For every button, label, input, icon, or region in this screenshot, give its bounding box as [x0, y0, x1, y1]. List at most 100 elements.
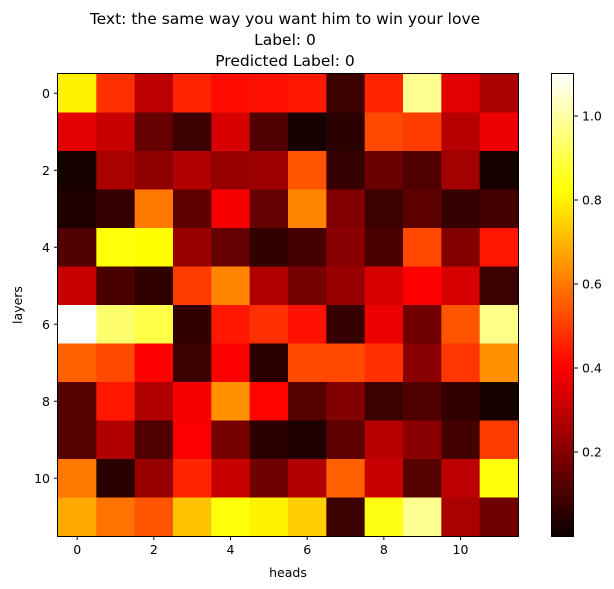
- heatmap-cell-r10-c1: [96, 459, 136, 498]
- heatmap-cell-r9-c10: [441, 420, 481, 460]
- heatmap-cell-r8-c6: [288, 382, 327, 421]
- heatmap-cell-r4-c10: [441, 228, 481, 267]
- heatmap-cell-r7-c6: [288, 343, 327, 383]
- heatmap-cell-r4-c11: [479, 228, 519, 267]
- heatmap-cell-r2-c2: [134, 151, 174, 190]
- heatmap-cell-r10-c6: [288, 459, 327, 498]
- heatmap-cell-r0-c2: [134, 74, 174, 113]
- heatmap-cell-r1-c11: [479, 112, 519, 152]
- heatmap-cell-r7-c3: [173, 343, 212, 383]
- heatmap-cell-r4-c3: [173, 228, 212, 267]
- heatmap-cell-r2-c8: [364, 151, 404, 190]
- x-tick-label-4: 4: [227, 542, 235, 557]
- heatmap-cell-r6-c6: [288, 305, 327, 344]
- heatmap-cell-r0-c9: [403, 74, 442, 113]
- heatmap-cell-r2-c11: [479, 151, 519, 190]
- heatmap-cell-r7-c2: [134, 343, 174, 383]
- heatmap-cell-r10-c7: [326, 459, 366, 498]
- heatmap-cell-r0-c4: [211, 74, 251, 113]
- heatmap-cell-r6-c8: [364, 305, 404, 344]
- heatmap-cell-r8-c11: [479, 382, 519, 421]
- heatmap-cell-r6-c2: [134, 305, 174, 344]
- heatmap-cell-r2-c10: [441, 151, 481, 190]
- heatmap-cell-r0-c10: [441, 74, 481, 113]
- heatmap-cell-r4-c0: [58, 228, 97, 267]
- heatmap-cell-r4-c8: [364, 228, 404, 267]
- heatmap-cell-r9-c3: [173, 420, 212, 460]
- heatmap-cell-r5-c3: [173, 266, 212, 306]
- heatmap-cell-r2-c3: [173, 151, 212, 190]
- heatmap-cell-r5-c0: [58, 266, 97, 306]
- heatmap-cell-r9-c11: [479, 420, 519, 460]
- heatmap-cell-r3-c1: [96, 189, 136, 229]
- heatmap-cell-r2-c9: [403, 151, 442, 190]
- heatmap-cell-r9-c5: [249, 420, 289, 460]
- heatmap-cell-r0-c6: [288, 74, 327, 113]
- heatmap-cell-r1-c6: [288, 112, 327, 152]
- heatmap-cell-r1-c8: [364, 112, 404, 152]
- heatmap-cell-r10-c2: [134, 459, 174, 498]
- heatmap-cell-r10-c0: [58, 459, 97, 498]
- heatmap-cell-r11-c3: [173, 497, 212, 537]
- heatmap-cell-r7-c8: [364, 343, 404, 383]
- y-axis-label: layers: [10, 286, 25, 324]
- heatmap-cell-r3-c7: [326, 189, 366, 229]
- heatmap-cell-r4-c7: [326, 228, 366, 267]
- heatmap-cell-r11-c4: [211, 497, 251, 537]
- heatmap-cell-r11-c8: [364, 497, 404, 537]
- heatmap-cell-r7-c7: [326, 343, 366, 383]
- heatmap-cell-r9-c0: [58, 420, 97, 460]
- y-axis-ticks: 0 2 4 6 8 10: [34, 86, 58, 486]
- heatmap-cell-r11-c6: [288, 497, 327, 537]
- heatmap-cell-r10-c8: [364, 459, 404, 498]
- heatmap-cell-r9-c4: [211, 420, 251, 460]
- chart-title-line-3: Predicted Label: 0: [215, 52, 355, 70]
- heatmap-cell-r11-c2: [134, 497, 174, 537]
- heatmap-cell-r8-c0: [58, 382, 97, 421]
- heatmap-cell-r8-c1: [96, 382, 136, 421]
- heatmap-cell-r9-c7: [326, 420, 366, 460]
- heatmap-cell-r8-c9: [403, 382, 442, 421]
- heatmap-cell-r3-c3: [173, 189, 212, 229]
- y-tick-label-8: 8: [42, 394, 50, 409]
- heatmap-cell-r7-c4: [211, 343, 251, 383]
- x-axis-label: heads: [269, 565, 307, 580]
- heatmap-cell-r9-c9: [403, 420, 442, 460]
- heatmap-cell-r0-c3: [173, 74, 212, 113]
- heatmap-cell-r10-c3: [173, 459, 212, 498]
- heatmap-cell-r7-c9: [403, 343, 442, 383]
- heatmap-cell-r3-c8: [364, 189, 404, 229]
- heatmap-cell-r8-c5: [249, 382, 289, 421]
- colorbar-tick-label-1: 1.0: [582, 109, 602, 124]
- chart-title-line-2: Label: 0: [254, 31, 316, 49]
- heatmap-cell-r1-c1: [96, 112, 136, 152]
- heatmap-cell-r2-c5: [249, 151, 289, 190]
- heatmap-cell-r7-c0: [58, 343, 97, 383]
- heatmap-cell-r1-c5: [249, 112, 289, 152]
- heatmap-cell-r6-c11: [479, 305, 519, 344]
- x-tick-label-2: 2: [150, 542, 158, 557]
- heatmap-cell-r6-c9: [403, 305, 442, 344]
- heatmap-cell-r10-c11: [479, 459, 519, 498]
- heatmap-cell-r4-c9: [403, 228, 442, 267]
- colorbar-tick-label-0.4: 0.4: [582, 361, 602, 376]
- heatmap-cell-r3-c2: [134, 189, 174, 229]
- heatmap-cell-r0-c11: [479, 74, 519, 113]
- heatmap-cell-r1-c2: [134, 112, 174, 152]
- colorbar-tick-label-0.8: 0.8: [582, 193, 602, 208]
- x-tick-label-6: 6: [303, 542, 311, 557]
- heatmap-cell-r7-c10: [441, 343, 481, 383]
- heatmap-cell-r5-c5: [249, 266, 289, 306]
- heatmap-cell-r0-c8: [364, 74, 404, 113]
- heatmap-cell-r1-c0: [58, 112, 97, 152]
- heatmap-cell-r1-c4: [211, 112, 251, 152]
- y-tick-label-6: 6: [42, 317, 50, 332]
- heatmap-cell-r0-c0: [58, 74, 97, 113]
- heatmap-cell-r4-c4: [211, 228, 251, 267]
- heatmap-cell-r8-c3: [173, 382, 212, 421]
- y-tick-label-2: 2: [42, 163, 50, 178]
- heatmap-cells: [58, 74, 519, 537]
- heatmap-cell-r5-c4: [211, 266, 251, 306]
- x-axis-ticks: 0 2 4 6 8 10: [73, 536, 468, 557]
